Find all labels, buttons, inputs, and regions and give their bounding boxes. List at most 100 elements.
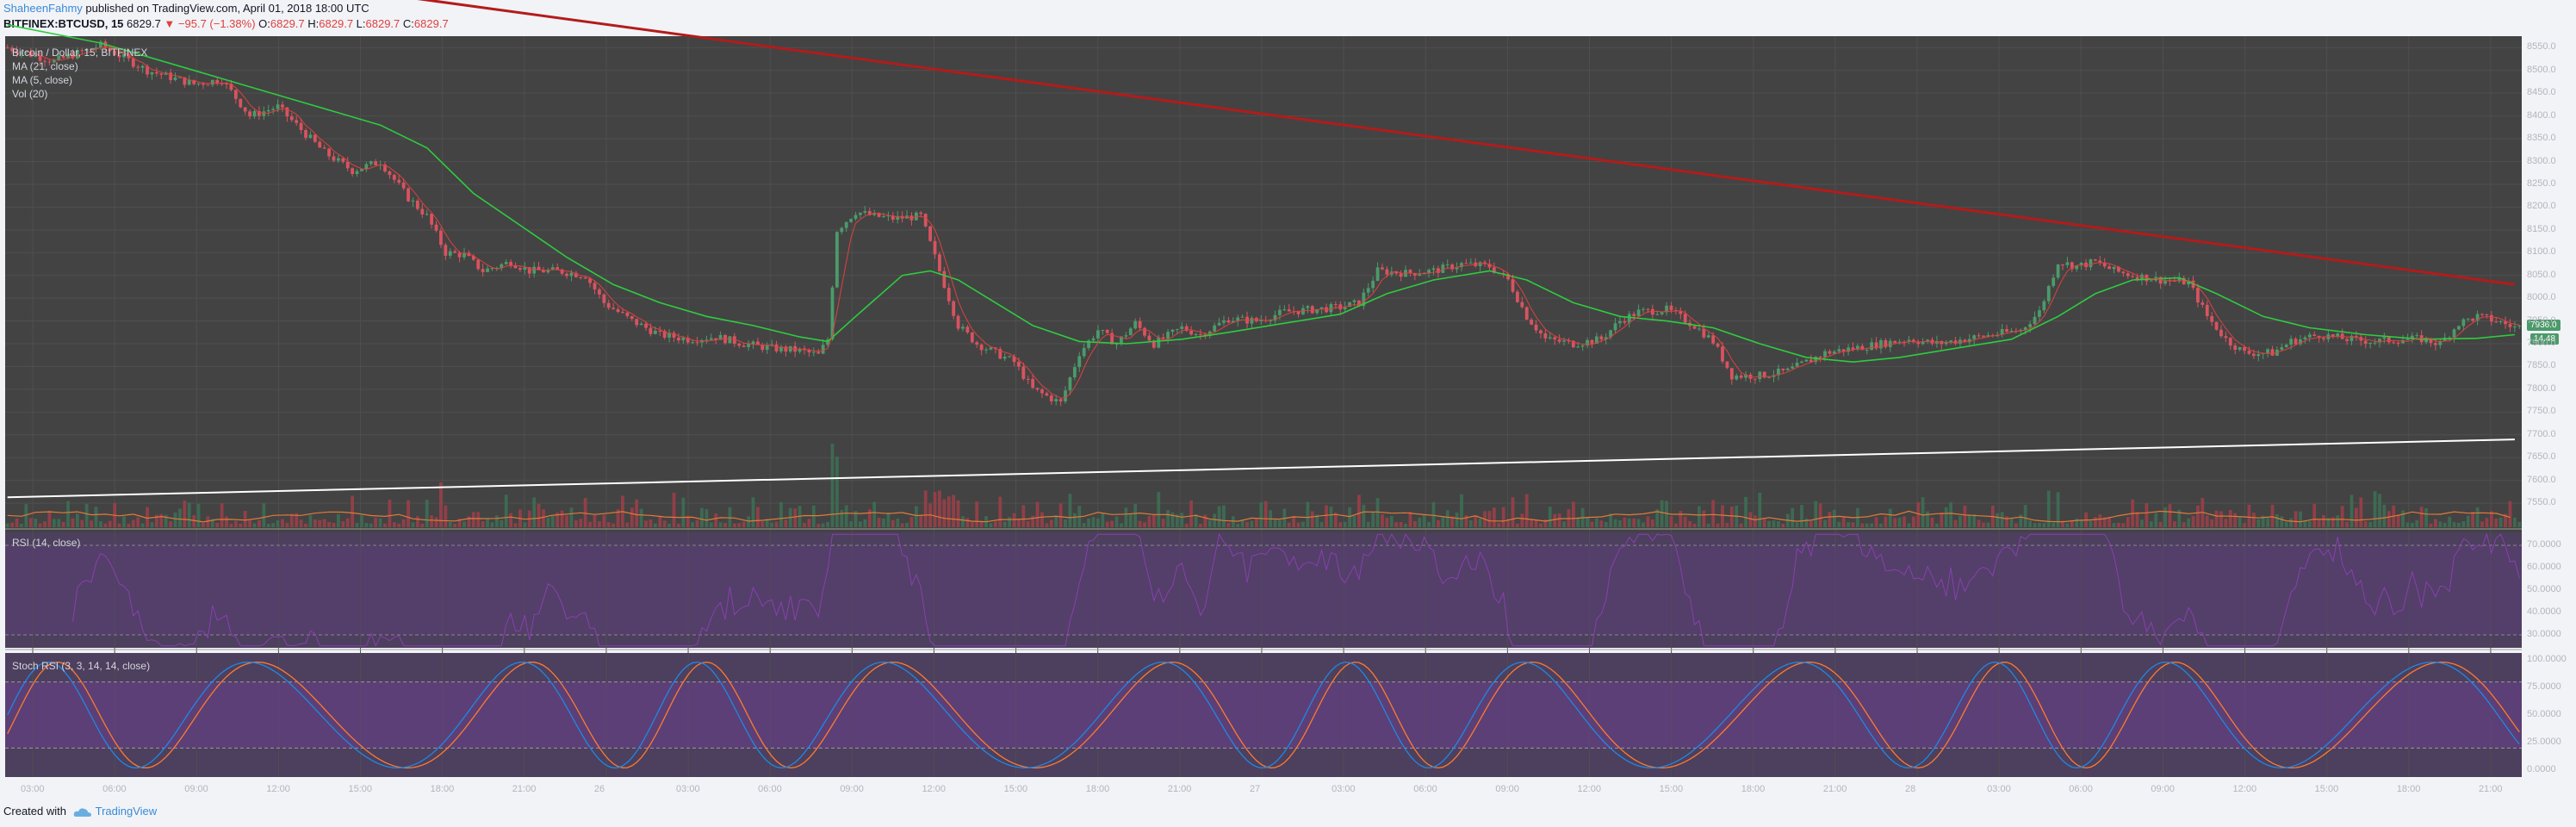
candle bbox=[1636, 309, 1641, 317]
candle bbox=[453, 251, 457, 253]
candle bbox=[2187, 280, 2190, 285]
volume-bar bbox=[1040, 512, 1044, 527]
volume-bar bbox=[2378, 494, 2381, 527]
volume-bar bbox=[281, 519, 284, 527]
volume-bar bbox=[318, 519, 322, 527]
rsi-tick-label: 30.0000 bbox=[2527, 628, 2561, 639]
price-tick-label: 8250.0 bbox=[2527, 177, 2556, 189]
volume-bar bbox=[1306, 501, 1310, 527]
volume-bar bbox=[1087, 518, 1090, 527]
volume-bar bbox=[1343, 521, 1347, 527]
tradingview-link[interactable]: TradingView bbox=[95, 805, 158, 818]
volume-bar bbox=[1524, 494, 1529, 527]
volume-bar bbox=[1427, 521, 1431, 527]
volume-bar bbox=[2485, 518, 2489, 527]
candle bbox=[173, 77, 177, 80]
volume-bar bbox=[639, 508, 643, 527]
volume-bar bbox=[1967, 514, 1971, 527]
volume-bar bbox=[1706, 523, 1710, 527]
volume-bar bbox=[2228, 510, 2232, 527]
volume-bar bbox=[667, 523, 671, 527]
candle bbox=[1977, 335, 1981, 337]
candle bbox=[285, 107, 289, 117]
candle bbox=[289, 116, 294, 121]
volume-bar bbox=[285, 522, 289, 527]
volume-bar bbox=[1031, 515, 1035, 527]
volume-bar bbox=[1008, 517, 1011, 527]
candle bbox=[2307, 334, 2312, 338]
candle bbox=[2051, 277, 2056, 286]
candle bbox=[2065, 262, 2070, 265]
candle bbox=[644, 323, 648, 328]
candle bbox=[709, 338, 713, 340]
candle bbox=[1418, 274, 1422, 276]
candle bbox=[579, 277, 583, 278]
rsi-tick-label: 70.0000 bbox=[2527, 539, 2561, 550]
volume-bar bbox=[1128, 513, 1133, 527]
volume-bar bbox=[705, 508, 709, 527]
legend-ma5: MA (5, close) bbox=[12, 74, 73, 86]
candle bbox=[2378, 339, 2381, 343]
volume-bar bbox=[1953, 519, 1958, 527]
candle bbox=[1362, 292, 1366, 307]
volume-bar bbox=[80, 519, 84, 527]
volume-bar bbox=[173, 512, 177, 527]
candle bbox=[2056, 264, 2060, 278]
candle bbox=[75, 50, 79, 59]
volume-bar bbox=[439, 482, 443, 527]
candle bbox=[1795, 363, 1799, 367]
volume-bar bbox=[1539, 523, 1542, 527]
candle bbox=[2038, 310, 2041, 317]
volume-bar bbox=[691, 522, 695, 527]
volume-bar bbox=[1791, 507, 1795, 527]
candle bbox=[1194, 333, 1198, 335]
time-tick-label: 15:00 bbox=[1003, 784, 1028, 794]
candle bbox=[430, 214, 434, 225]
candle bbox=[1828, 351, 1832, 354]
volume-bar bbox=[140, 523, 145, 527]
candle bbox=[737, 343, 742, 346]
candle bbox=[2280, 347, 2284, 350]
candle bbox=[569, 272, 574, 277]
candle bbox=[122, 53, 126, 58]
legend-rsi: RSI (14, close) bbox=[12, 537, 81, 549]
volume-bar bbox=[1916, 501, 1921, 527]
candle bbox=[714, 338, 718, 340]
volume-bar bbox=[2168, 504, 2172, 527]
candle bbox=[239, 98, 243, 108]
candle bbox=[1151, 340, 1156, 348]
volume-bar bbox=[1231, 516, 1235, 527]
candle bbox=[2126, 273, 2130, 277]
author-link[interactable]: ShaheenFahmy bbox=[3, 2, 83, 15]
candle bbox=[295, 120, 299, 123]
volume-bar bbox=[979, 520, 984, 527]
candle bbox=[2392, 342, 2396, 344]
last-price: 6829.7 bbox=[127, 17, 161, 30]
volume-tag: 14.48 bbox=[2530, 333, 2560, 345]
volume-bar bbox=[579, 519, 583, 527]
price-chart[interactable] bbox=[0, 0, 2576, 801]
volume-bar bbox=[1366, 521, 1370, 527]
candle bbox=[1921, 341, 1925, 345]
price-tick-label: 8500.0 bbox=[2527, 64, 2556, 75]
volume-bar bbox=[486, 519, 489, 527]
candle bbox=[509, 262, 512, 266]
volume-bar bbox=[896, 518, 900, 527]
volume-bar bbox=[1287, 522, 1291, 527]
candle bbox=[1665, 305, 1668, 313]
candle bbox=[979, 345, 984, 351]
candle bbox=[304, 130, 307, 139]
candle bbox=[872, 213, 877, 215]
volume-bar bbox=[462, 521, 466, 527]
time-tick-label: 18:00 bbox=[2396, 784, 2421, 794]
candle bbox=[556, 267, 560, 270]
candle bbox=[649, 327, 653, 334]
volume-bar bbox=[523, 522, 527, 527]
volume-bar bbox=[2517, 521, 2522, 527]
candle bbox=[886, 215, 891, 217]
candle bbox=[2368, 342, 2373, 345]
candle bbox=[2228, 338, 2232, 346]
candle bbox=[1437, 268, 1440, 273]
candle bbox=[1072, 367, 1077, 378]
candle bbox=[1492, 267, 1496, 273]
